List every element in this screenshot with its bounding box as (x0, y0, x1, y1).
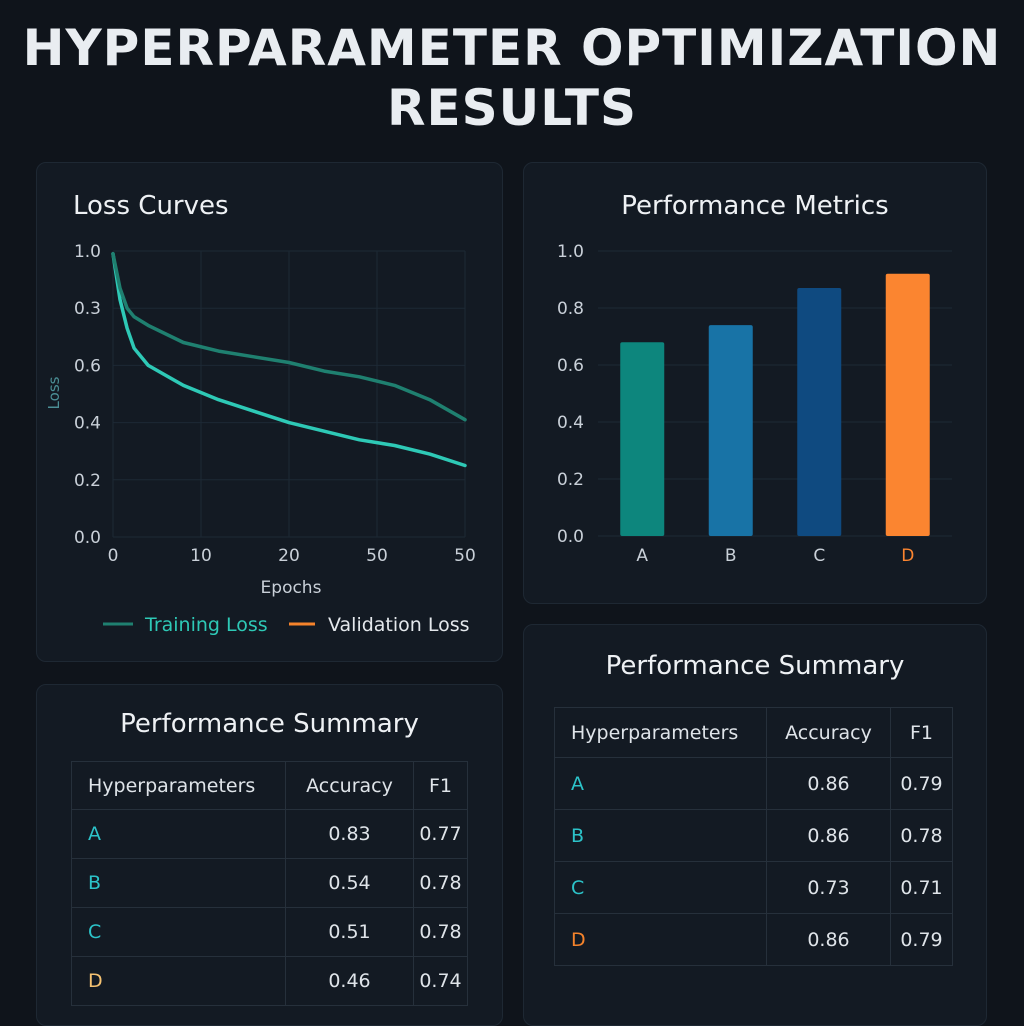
cell-accuracy: 0.46 (285, 956, 414, 1006)
metrics-chart-title: Performance Metrics (621, 191, 889, 221)
cell-hyperparameter: A (554, 757, 767, 810)
header-hyperparameters: Hyperparameters (554, 707, 767, 758)
table-row: B 0.86 0.78 (554, 809, 953, 862)
legend-label-validation: Validation Loss (328, 614, 470, 636)
y-tick-label: 0.0 (74, 528, 101, 548)
table-header-row: Hyperparameters Accuracy F1 (71, 761, 468, 810)
y-tick-label: 0.3 (74, 299, 101, 319)
cell-f1: 0.74 (413, 956, 468, 1006)
x-tick-label: C (813, 546, 825, 566)
y-tick-label: 0.6 (74, 356, 101, 376)
summary-table-right: Hyperparameters Accuracy F1 A 0.86 0.79 B 0.… (554, 707, 953, 966)
x-tick-label: 20 (278, 546, 300, 566)
cell-accuracy: 0.83 (285, 809, 414, 859)
performance-metrics-panel: Performance Metrics 1.0 0.8 0.6 0.4 0.2 0.0 A B… (523, 162, 987, 604)
table-row: A 0.83 0.77 (71, 809, 468, 859)
table-header-row: Hyperparameters Accuracy F1 (554, 707, 953, 758)
y-tick-label: 0.6 (557, 356, 584, 376)
cell-accuracy: 0.73 (766, 861, 891, 914)
cell-f1: 0.78 (413, 858, 468, 908)
y-tick-label: 0.8 (557, 299, 584, 319)
cell-accuracy: 0.54 (285, 858, 414, 908)
cell-f1: 0.79 (890, 913, 953, 966)
header-accuracy: Accuracy (766, 707, 891, 758)
page-title: HYPERPARAMETER OPTIMIZATION RESULTS (0, 18, 1024, 138)
validation-loss-line (111, 252, 467, 422)
loss-chart: 1.0 0.3 0.6 0.4 0.2 0.0 0 10 20 50 50 Epochs Loss Tra… (45, 242, 476, 636)
cell-hyperparameter: A (71, 809, 286, 859)
x-axis-label: Epochs (261, 578, 322, 598)
table-row: C 0.51 0.78 (71, 907, 468, 957)
bar-d (885, 273, 930, 536)
loss-curves-panel: Loss Curves 1.0 0.3 0.6 0.4 0.2 0.0 0 10 20 50 50 E… (36, 162, 503, 662)
cell-hyperparameter: C (71, 907, 286, 957)
training-loss-line (111, 252, 467, 468)
cell-f1: 0.78 (890, 809, 953, 862)
y-tick-label: 0.0 (557, 527, 584, 547)
cell-accuracy: 0.86 (766, 913, 891, 966)
header-f1: F1 (890, 707, 953, 758)
summary-panel-right: Performance Summary Hyperparameters Accu… (523, 624, 987, 1026)
summary-panel-left: Performance Summary Hyperparameters Accu… (36, 684, 503, 1026)
table-row: D 0.46 0.74 (71, 956, 468, 1006)
summary-title-left: Performance Summary (120, 709, 419, 739)
cell-hyperparameter: D (71, 956, 286, 1006)
table-row: B 0.54 0.78 (71, 858, 468, 908)
loss-chart-title: Loss Curves (73, 191, 229, 221)
y-tick-label: 0.2 (557, 470, 584, 490)
x-tick-label: 50 (366, 546, 388, 566)
table-row: C 0.73 0.71 (554, 861, 953, 914)
cell-accuracy: 0.86 (766, 757, 891, 810)
cell-hyperparameter: D (554, 913, 767, 966)
table-row: D 0.86 0.79 (554, 913, 953, 966)
x-tick-label: A (636, 546, 648, 566)
cell-accuracy: 0.86 (766, 809, 891, 862)
header-hyperparameters: Hyperparameters (71, 761, 286, 810)
cell-f1: 0.71 (890, 861, 953, 914)
bar-c (797, 288, 842, 536)
cell-accuracy: 0.51 (285, 907, 414, 957)
bar-b (708, 325, 753, 536)
cell-f1: 0.78 (413, 907, 468, 957)
header-accuracy: Accuracy (285, 761, 414, 810)
cell-hyperparameter: C (554, 861, 767, 914)
x-tick-label: 0 (108, 546, 119, 566)
legend-label-training: Training Loss (144, 614, 268, 636)
cell-f1: 0.77 (413, 809, 468, 859)
y-axis-label: Loss (45, 376, 63, 409)
page-title-line-1: HYPERPARAMETER OPTIMIZATION (22, 19, 1002, 77)
x-tick-label: 50 (454, 546, 476, 566)
metrics-chart: 1.0 0.8 0.6 0.4 0.2 0.0 A B C D (557, 242, 952, 566)
page-title-line-2: RESULTS (387, 79, 637, 137)
cell-f1: 0.79 (890, 757, 953, 810)
table-row: A 0.86 0.79 (554, 757, 953, 810)
y-tick-label: 1.0 (74, 242, 101, 262)
x-tick-label: 10 (190, 546, 212, 566)
y-tick-label: 1.0 (557, 242, 584, 262)
y-tick-label: 0.2 (74, 471, 101, 491)
y-tick-label: 0.4 (557, 413, 584, 433)
summary-table-left: Hyperparameters Accuracy F1 A 0.83 0.77 B 0.… (71, 761, 468, 1006)
x-tick-label: D (901, 546, 914, 566)
header-f1: F1 (413, 761, 468, 810)
y-tick-label: 0.4 (74, 414, 101, 434)
summary-title-right: Performance Summary (605, 651, 905, 681)
cell-hyperparameter: B (71, 858, 286, 908)
bar-a (620, 342, 665, 536)
cell-hyperparameter: B (554, 809, 767, 862)
x-tick-label: B (725, 546, 737, 566)
